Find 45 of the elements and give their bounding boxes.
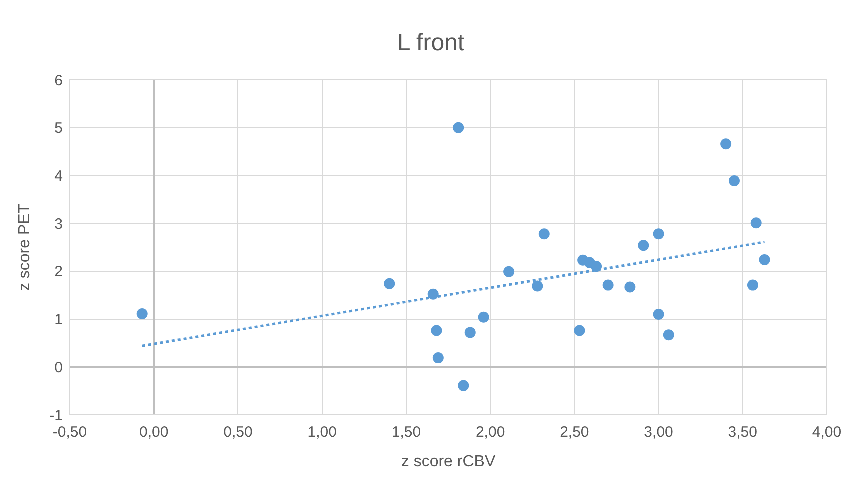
point bbox=[750, 218, 762, 229]
point bbox=[384, 278, 396, 290]
x-tick-label: 3,00 bbox=[644, 424, 674, 441]
point bbox=[720, 138, 732, 150]
point bbox=[453, 122, 464, 134]
y-tick-label: 4 bbox=[54, 168, 63, 185]
x-tick-label: 3,50 bbox=[728, 424, 758, 441]
x-tick-label: 2,50 bbox=[560, 424, 590, 441]
point bbox=[624, 282, 636, 293]
point bbox=[759, 254, 770, 266]
y-tick-label: 6 bbox=[54, 72, 63, 90]
y-tick-label: 2 bbox=[54, 264, 63, 281]
point bbox=[747, 280, 758, 291]
point bbox=[602, 280, 614, 291]
x-tick-label: 1,00 bbox=[308, 424, 337, 441]
point bbox=[432, 352, 444, 364]
point bbox=[574, 325, 586, 336]
point bbox=[431, 325, 442, 336]
point bbox=[478, 312, 490, 323]
y-axis-title: z score PET bbox=[16, 204, 34, 292]
x-axis-title: z score rCBV bbox=[401, 454, 496, 471]
x-tick-label: 0,50 bbox=[224, 424, 253, 441]
x-tick-label: 4,00 bbox=[812, 424, 842, 441]
y-tick-label: 3 bbox=[54, 216, 63, 233]
point bbox=[653, 309, 664, 320]
point bbox=[638, 240, 650, 252]
point bbox=[663, 330, 674, 341]
point bbox=[136, 308, 148, 320]
point bbox=[464, 327, 476, 338]
point bbox=[653, 228, 664, 240]
point bbox=[428, 288, 439, 300]
point bbox=[532, 280, 544, 292]
y-tick-label: 0 bbox=[54, 359, 63, 376]
y-tick-label: 1 bbox=[54, 312, 63, 329]
point bbox=[728, 175, 740, 186]
y-tick-label: 5 bbox=[54, 120, 63, 138]
point bbox=[458, 380, 470, 392]
x-tick-label: 1,50 bbox=[392, 424, 422, 441]
x-tick-label: -0,50 bbox=[52, 424, 88, 441]
x-tick-label: 2,00 bbox=[476, 424, 506, 441]
x-tick-label: 0,00 bbox=[140, 424, 169, 441]
y-tick-label: -1 bbox=[50, 407, 63, 424]
point bbox=[538, 228, 550, 240]
point bbox=[504, 266, 515, 278]
chart-title: L front bbox=[397, 29, 465, 56]
